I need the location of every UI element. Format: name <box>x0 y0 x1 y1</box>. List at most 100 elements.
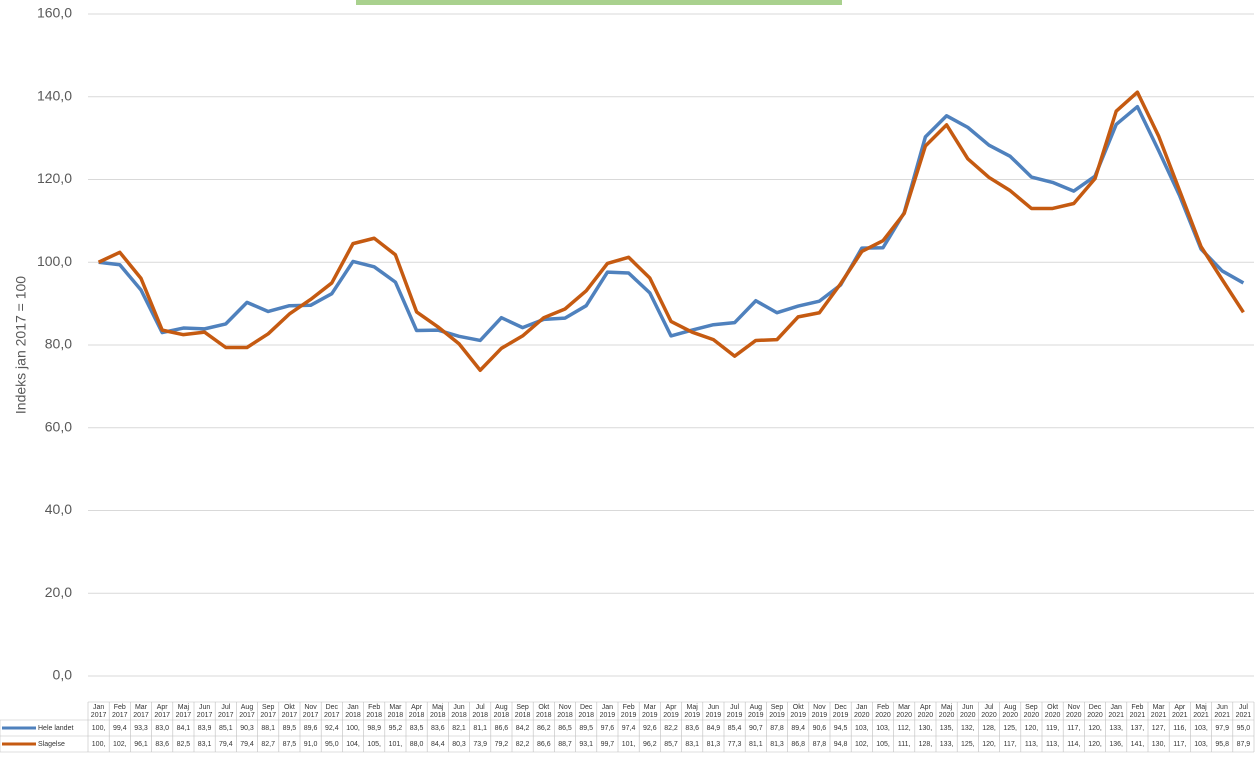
x-tick-label: 2020 <box>875 712 891 719</box>
table-value: 87,8 <box>813 741 827 748</box>
table-value: 102, <box>855 741 869 748</box>
x-tick-label: Jul <box>730 704 739 711</box>
table-value: 117, <box>1173 741 1186 748</box>
table-value: 87,8 <box>770 725 784 732</box>
x-tick-label: Mar <box>644 704 657 711</box>
y-tick-label: 60,0 <box>45 418 72 434</box>
x-tick-label: Jul <box>1239 704 1248 711</box>
x-tick-label: Jul <box>985 704 994 711</box>
table-value: 116, <box>1173 725 1186 732</box>
table-value: 79,4 <box>219 741 233 748</box>
table-value: 79,2 <box>495 741 509 748</box>
x-tick-label: Aug <box>750 704 763 711</box>
table-value: 97,4 <box>622 725 636 732</box>
x-tick-label: Jun <box>199 704 210 711</box>
x-tick-label: 2018 <box>472 712 488 719</box>
table-value: 102, <box>113 741 127 748</box>
x-tick-label: 2017 <box>154 712 170 719</box>
table-value: 83,6 <box>685 725 699 732</box>
table-value: 96,2 <box>643 741 657 748</box>
table-value: 95,0 <box>325 741 339 748</box>
x-tick-label: Apr <box>411 704 423 711</box>
x-tick-label: 2019 <box>790 712 806 719</box>
table-value: 95,0 <box>1237 725 1251 732</box>
table-value: 88,1 <box>261 725 275 732</box>
table-value: 89,5 <box>283 725 297 732</box>
table-value: 77,3 <box>728 741 742 748</box>
y-tick-label: 40,0 <box>45 501 72 517</box>
x-tick-label: Sep <box>262 704 275 711</box>
x-tick-label: 2017 <box>218 712 234 719</box>
table-value: 86,5 <box>558 725 572 732</box>
table-value: 112, <box>898 725 911 732</box>
table-value: 92,4 <box>325 725 339 732</box>
x-tick-label: 2020 <box>939 712 955 719</box>
x-tick-label: 2019 <box>684 712 700 719</box>
table-value: 84,4 <box>431 741 445 748</box>
x-tick-label: 2021 <box>1214 712 1230 719</box>
table-value: 82,1 <box>452 725 466 732</box>
x-tick-label: 2018 <box>578 712 594 719</box>
table-value: 125, <box>961 741 975 748</box>
x-tick-label: Mar <box>1153 704 1166 711</box>
line-series <box>97 90 1245 372</box>
x-tick-label: 2021 <box>1130 712 1146 719</box>
x-tick-label: Jan <box>856 704 867 711</box>
table-value: 88,0 <box>410 741 424 748</box>
table-value: 114, <box>1067 741 1080 748</box>
table-value: 86,2 <box>537 725 551 732</box>
title-box <box>356 0 842 5</box>
x-tick-label: 2018 <box>494 712 510 719</box>
table-value: 89,6 <box>304 725 318 732</box>
table-value: 113, <box>1046 741 1059 748</box>
x-tick-label: 2018 <box>451 712 467 719</box>
table-value: 100, <box>346 725 360 732</box>
table-value: 128, <box>982 725 996 732</box>
table-value: 133, <box>1109 725 1123 732</box>
x-tick-label: 2020 <box>896 712 912 719</box>
x-tick-label: 2019 <box>833 712 849 719</box>
x-tick-label: Jun <box>708 704 719 711</box>
table-value: 137, <box>1131 725 1145 732</box>
x-tick-label: Feb <box>623 704 635 711</box>
x-tick-label: 2017 <box>112 712 128 719</box>
table-value: 87,5 <box>283 741 297 748</box>
x-tick-label: Jul <box>221 704 230 711</box>
table-value: 130, <box>919 725 933 732</box>
x-tick-label: 2020 <box>1087 712 1103 719</box>
x-tick-label: Feb <box>114 704 126 711</box>
table-value: 85,1 <box>219 725 233 732</box>
x-tick-label: Okt <box>538 704 549 711</box>
x-tick-label: Aug <box>241 704 254 711</box>
x-tick-label: Okt <box>793 704 804 711</box>
table-value: 95,2 <box>389 725 403 732</box>
x-tick-label: Maj <box>941 704 953 711</box>
table-value: 80,3 <box>452 741 466 748</box>
x-tick-label: Feb <box>368 704 380 711</box>
x-tick-label: Sep <box>516 704 529 711</box>
table-value: 98,9 <box>367 725 381 732</box>
table-value: 86,8 <box>791 741 805 748</box>
x-tick-label: Jan <box>347 704 358 711</box>
x-tick-label: 2018 <box>536 712 552 719</box>
x-tick-label: 2019 <box>812 712 828 719</box>
x-tick-label: Apr <box>1174 704 1186 711</box>
table-value: 86,6 <box>537 741 551 748</box>
x-tick-label: 2017 <box>91 712 107 719</box>
x-tick-label: Nov <box>1068 704 1081 711</box>
x-tick-label: Mar <box>389 704 402 711</box>
table-value: 84,9 <box>707 725 721 732</box>
x-tick-label: 2019 <box>748 712 764 719</box>
x-tick-label: 2019 <box>642 712 658 719</box>
table-value: 117, <box>1067 725 1080 732</box>
table-value: 81,3 <box>707 741 721 748</box>
table-value: 83,0 <box>155 725 169 732</box>
table-value: 103, <box>1194 741 1208 748</box>
x-tick-label: 2019 <box>600 712 616 719</box>
x-tick-label: 2020 <box>918 712 934 719</box>
x-tick-label: Apr <box>157 704 169 711</box>
x-tick-label: Maj <box>178 704 190 711</box>
table-value: 135, <box>940 725 954 732</box>
x-tick-label: 2018 <box>366 712 382 719</box>
table-value: 103, <box>1194 725 1208 732</box>
